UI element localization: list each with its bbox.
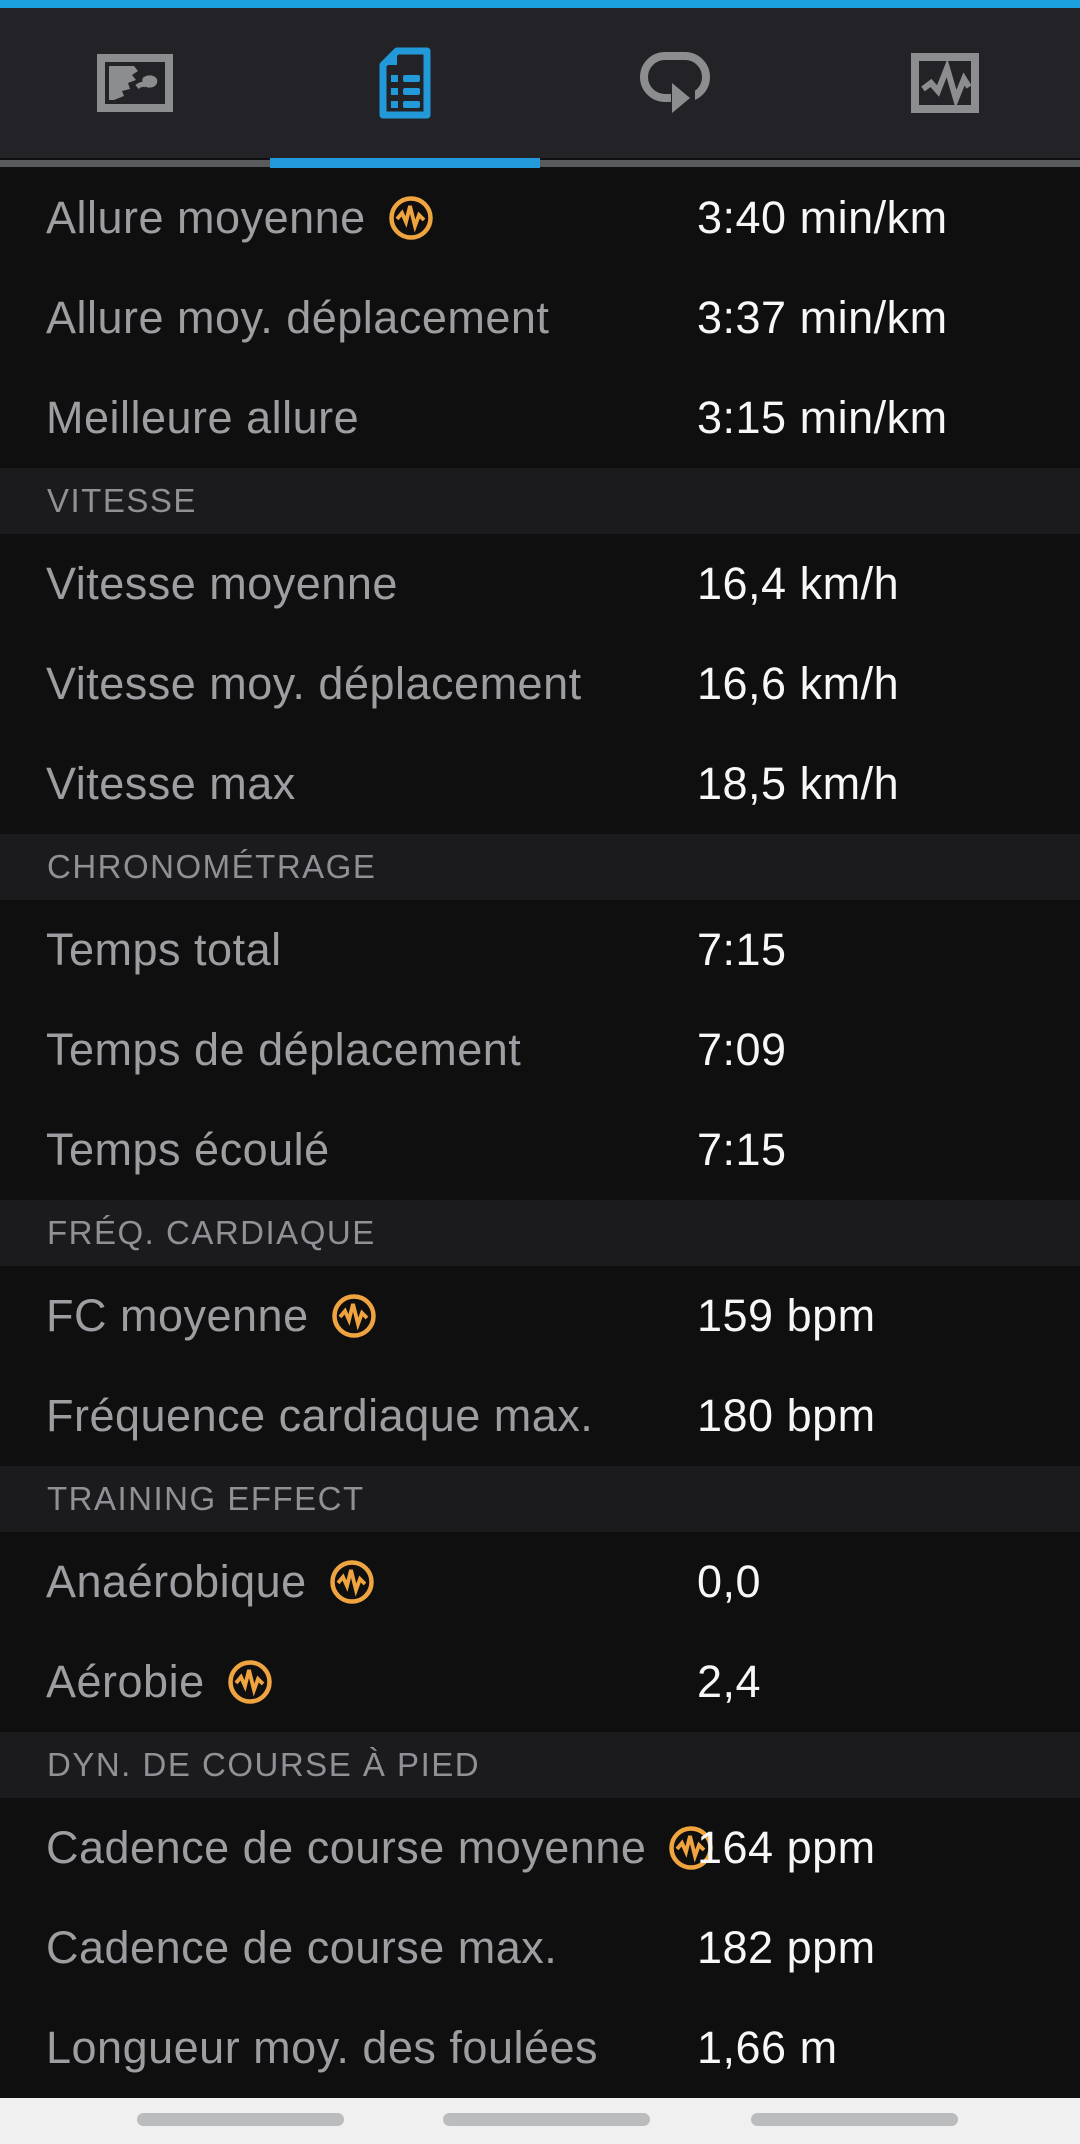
nav-pill-home[interactable] (443, 2113, 650, 2126)
stats-list: Allure moyenne 3:40 min/km Allure moy. d… (0, 168, 1080, 2098)
tab-laps[interactable] (540, 8, 810, 158)
stat-row-allure-moyenne: Allure moyenne 3:40 min/km (0, 168, 1080, 268)
nav-pill-recent[interactable] (137, 2113, 344, 2126)
stat-row-allure-moy-deplacement: Allure moy. déplacement 3:37 min/km (0, 268, 1080, 368)
stat-row-anaerobique: Anaérobique 0,0 (0, 1532, 1080, 1632)
stat-label: Vitesse moyenne (46, 558, 398, 609)
section-title: VITESSE (47, 482, 197, 519)
system-navigation-bar (0, 2098, 1080, 2144)
stat-row-cadence-moyenne: Cadence de course moyenne 164 ppm (0, 1798, 1080, 1898)
stat-label: Allure moy. déplacement (46, 292, 550, 343)
stat-label: Temps écoulé (46, 1124, 330, 1175)
stat-value: 16,6 km/h (697, 658, 900, 709)
stat-value: 7:15 (697, 924, 787, 975)
tab-underline-active (270, 158, 540, 168)
stat-label: Temps total (46, 924, 282, 975)
section-header-freq-cardiaque: FRÉQ. CARDIAQUE (0, 1200, 1080, 1266)
stat-label: Cadence de course max. (46, 1922, 558, 1973)
stat-value: 182 ppm (697, 1922, 876, 1973)
stat-row-fc-moyenne: FC moyenne 159 bpm (0, 1266, 1080, 1366)
section-title: TRAINING EFFECT (47, 1480, 365, 1517)
stat-value: 7:09 (697, 1024, 787, 1075)
tab-underline-track (0, 160, 1080, 167)
stat-row-temps-total: Temps total 7:15 (0, 900, 1080, 1000)
tab-stats[interactable] (270, 8, 540, 158)
tab-charts[interactable] (810, 8, 1080, 158)
stat-value: 159 bpm (697, 1290, 876, 1341)
tab-map[interactable] (0, 8, 270, 158)
stat-value: 7:15 (697, 1124, 787, 1175)
stat-value: 3:15 min/km (697, 392, 948, 443)
map-icon (97, 53, 173, 113)
section-header-chronometrage: CHRONOMÉTRAGE (0, 834, 1080, 900)
stat-row-meilleure-allure: Meilleure allure 3:15 min/km (0, 368, 1080, 468)
stat-value: 164 ppm (697, 1822, 876, 1873)
stat-label: Vitesse max (46, 758, 296, 809)
section-title: DYN. DE COURSE À PIED (47, 1746, 481, 1783)
stat-value: 0,0 (697, 1556, 762, 1607)
stat-value: 2,4 (697, 1656, 762, 1707)
stat-label: Longueur moy. des foulées (46, 2022, 599, 2073)
stat-row-vitesse-moy-deplacement: Vitesse moy. déplacement 16,6 km/h (0, 634, 1080, 734)
stat-label: Vitesse moy. déplacement (46, 658, 582, 709)
heartbeat-chart-icon[interactable] (331, 1293, 377, 1339)
heartbeat-chart-icon[interactable] (329, 1559, 375, 1605)
stat-value: 16,4 km/h (697, 558, 900, 609)
heartbeat-chart-icon[interactable] (227, 1659, 273, 1705)
stats-document-icon (379, 47, 431, 119)
stat-row-vitesse-moyenne: Vitesse moyenne 16,4 km/h (0, 534, 1080, 634)
stat-label: Meilleure allure (46, 392, 360, 443)
stat-value: 3:37 min/km (697, 292, 948, 343)
section-title: FRÉQ. CARDIAQUE (47, 1214, 376, 1251)
stat-label: Aérobie (46, 1656, 205, 1707)
stat-label: Temps de déplacement (46, 1024, 522, 1075)
heartbeat-chart-icon[interactable] (388, 195, 434, 241)
stat-row-cadence-max: Cadence de course max. 182 ppm (0, 1898, 1080, 1998)
stat-label: Fréquence cardiaque max. (46, 1390, 594, 1441)
tab-underline (0, 158, 1080, 168)
stat-row-vitesse-max: Vitesse max 18,5 km/h (0, 734, 1080, 834)
stat-value: 1,66 m (697, 2022, 838, 2073)
stat-label: Allure moyenne (46, 192, 366, 243)
stat-label: Cadence de course moyenne (46, 1822, 647, 1873)
stat-label: FC moyenne (46, 1290, 309, 1341)
stat-value: 18,5 km/h (697, 758, 900, 809)
section-header-vitesse: VITESSE (0, 468, 1080, 534)
charts-graph-icon (911, 53, 979, 113)
stat-row-aerobie: Aérobie 2,4 (0, 1632, 1080, 1732)
stat-value: 180 bpm (697, 1390, 876, 1441)
section-header-dyn-course: DYN. DE COURSE À PIED (0, 1732, 1080, 1798)
stat-value: 3:40 min/km (697, 192, 948, 243)
section-header-training-effect: TRAINING EFFECT (0, 1466, 1080, 1532)
stat-row-temps-ecoule: Temps écoulé 7:15 (0, 1100, 1080, 1200)
activity-tab-bar (0, 8, 1080, 158)
heartbeat-chart-icon[interactable] (668, 1825, 714, 1871)
stat-row-longueur-foulees: Longueur moy. des foulées 1,66 m (0, 1998, 1080, 2098)
stat-row-fc-max: Fréquence cardiaque max. 180 bpm (0, 1366, 1080, 1466)
stat-row-temps-deplacement: Temps de déplacement 7:09 (0, 1000, 1080, 1100)
status-bar-strip (0, 0, 1080, 8)
nav-pill-back[interactable] (751, 2113, 958, 2126)
stat-label: Anaérobique (46, 1556, 307, 1607)
section-title: CHRONOMÉTRAGE (47, 848, 377, 885)
laps-loop-icon (639, 50, 711, 116)
